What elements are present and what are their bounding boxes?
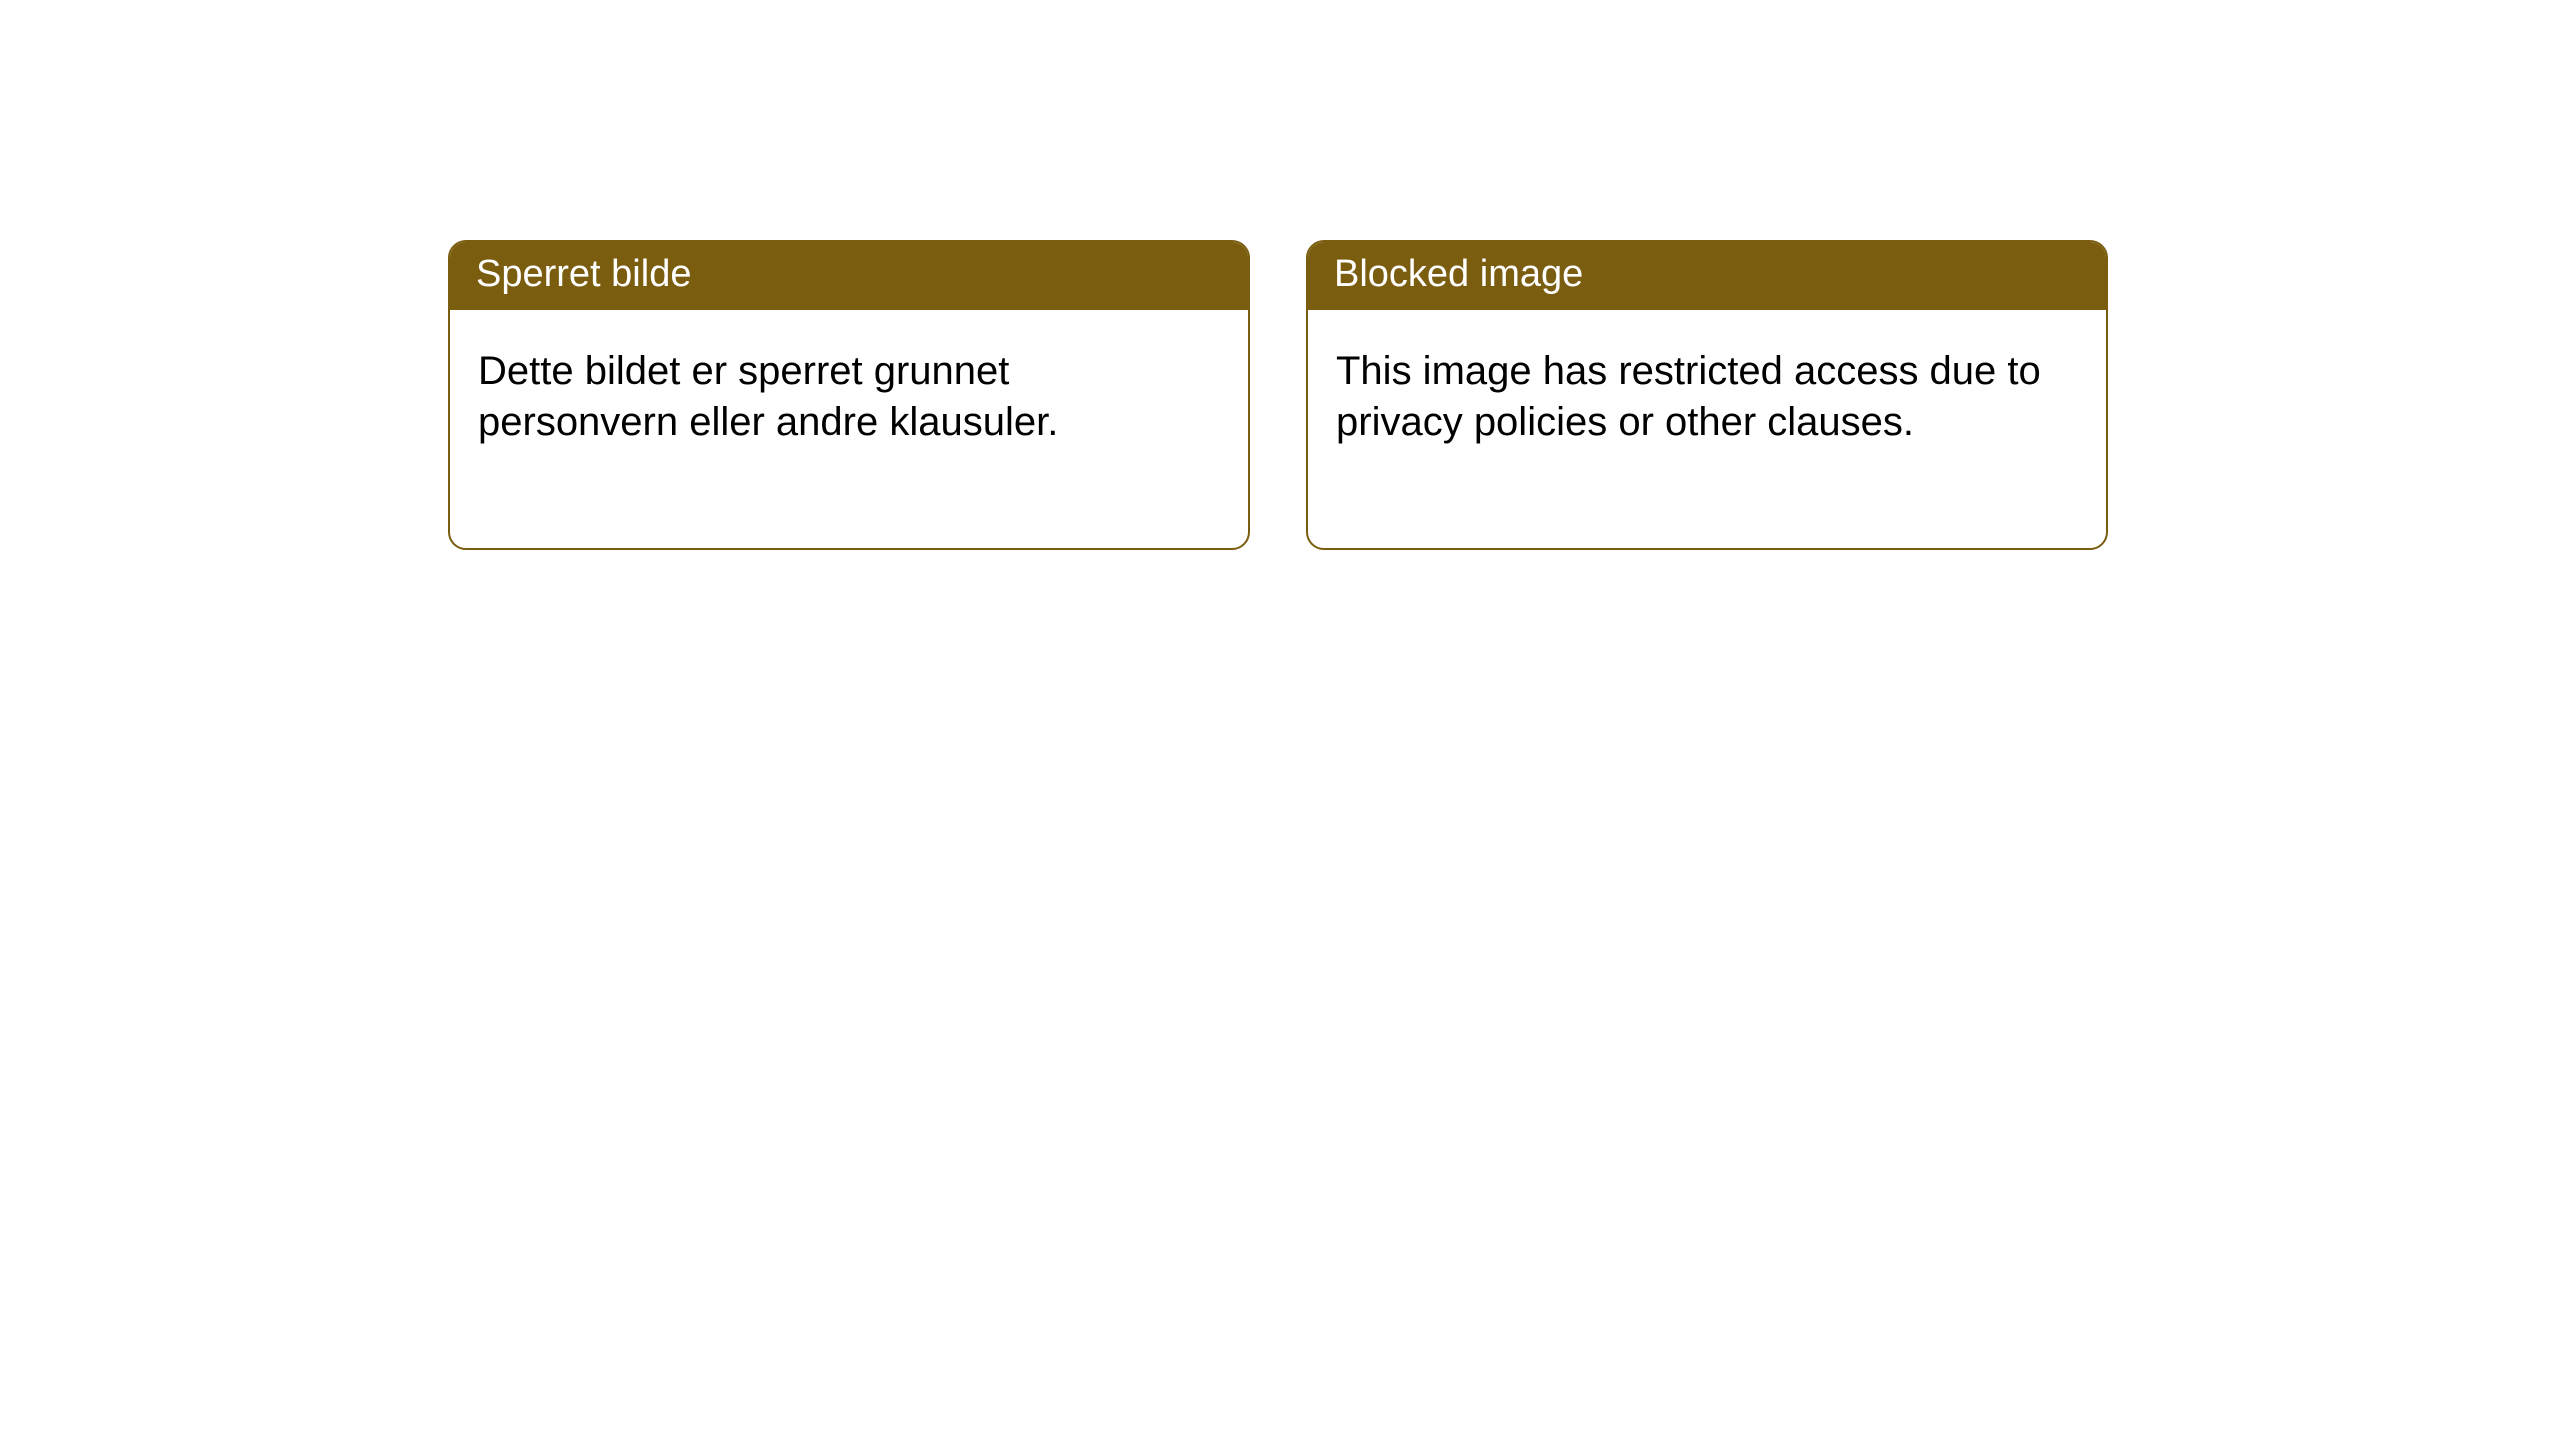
notice-container: Sperret bilde Dette bildet er sperret gr… bbox=[0, 0, 2560, 550]
card-header-en: Blocked image bbox=[1308, 242, 2106, 310]
card-body-en: This image has restricted access due to … bbox=[1308, 310, 2106, 548]
blocked-image-card-no: Sperret bilde Dette bildet er sperret gr… bbox=[448, 240, 1250, 550]
blocked-image-card-en: Blocked image This image has restricted … bbox=[1306, 240, 2108, 550]
card-body-no: Dette bildet er sperret grunnet personve… bbox=[450, 310, 1248, 548]
card-header-no: Sperret bilde bbox=[450, 242, 1248, 310]
